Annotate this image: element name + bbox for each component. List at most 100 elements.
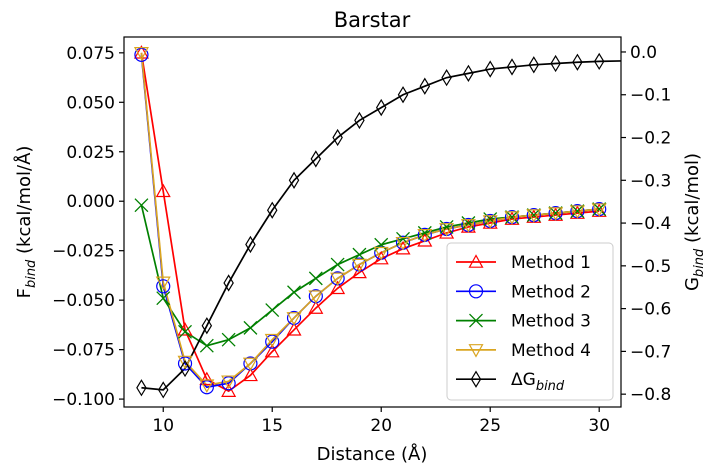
data-point-g-bind [354, 111, 365, 130]
data-point-method-4 [373, 246, 389, 261]
data-point-method-1 [351, 264, 367, 279]
data-point-g-bind [375, 98, 387, 117]
data-point-method-3 [243, 320, 258, 335]
legend-label-method-1: Method 1 [511, 253, 591, 273]
data-point-method-1 [199, 371, 215, 386]
y-left-tick-label: −0.100 [52, 390, 115, 410]
data-point-method-3 [483, 212, 498, 226]
data-point-method-4 [133, 47, 149, 61]
data-point-method-2 [265, 334, 280, 349]
series-line-method-4 [140, 52, 600, 387]
y-right-tick-label: −0.5 [630, 257, 671, 277]
x-tick-label: 15 [261, 416, 283, 436]
data-point-method-4 [286, 312, 302, 326]
data-point-method-2 [134, 47, 149, 62]
data-point-method-1 [330, 280, 346, 295]
y-right-tick-label: −0.3 [630, 171, 671, 191]
data-point-method-1 [286, 322, 302, 336]
y-right-tick-label: −0.4 [630, 214, 671, 234]
y-right-tick-label: −0.7 [630, 342, 671, 362]
y-left-tick-label: −0.075 [52, 341, 115, 361]
y-left-tick-label: −0.050 [52, 291, 115, 311]
data-point-g-bind [550, 54, 561, 73]
data-point-method-3 [570, 204, 585, 219]
legend-marker-method-2 [468, 284, 484, 299]
data-point-method-4 [177, 355, 193, 370]
data-point-method-4 [155, 276, 171, 291]
data-point-method-4 [330, 272, 346, 287]
y-left-tick-label: 0.050 [66, 93, 115, 113]
data-point-method-1 [264, 343, 280, 358]
data-point-method-3 [199, 338, 214, 353]
data-point-method-4 [264, 333, 280, 348]
data-point-method-3 [308, 271, 323, 286]
data-point-method-4 [417, 229, 433, 243]
x-axis-ticks: 10 15 20 25 30 [152, 407, 610, 436]
legend-label-method-3: Method 3 [511, 312, 591, 332]
legend-marker-g-bind [470, 370, 482, 388]
legend-label-g-bind: ΔGbind [511, 370, 565, 394]
data-point-method-2 [221, 376, 236, 391]
y-left-axis-ticks: 0.075 0.050 0.025 0.000 −0.025 −0.050 −0.075 −0… [52, 44, 124, 410]
data-point-method-4 [504, 211, 520, 225]
data-point-method-3 [265, 303, 280, 318]
data-point-method-4 [526, 209, 542, 223]
data-point-method-3 [461, 216, 476, 230]
legend-marker-method-1 [468, 254, 484, 268]
data-point-g-bind [201, 317, 213, 335]
data-point-method-3 [592, 202, 607, 217]
data-point-method-4 [395, 236, 411, 251]
data-point-g-bind [332, 128, 343, 147]
y-left-tick-label: 0.075 [66, 44, 115, 64]
series-lines [140, 52, 621, 393]
y-right-tick-label: −0.6 [630, 300, 671, 320]
plot-frame [123, 36, 622, 408]
data-point-g-bind [136, 379, 147, 397]
y-left-axis-label: Fbind (kcal/mol/Å) [13, 146, 39, 299]
x-tick-label: 30 [588, 416, 610, 436]
series-markers [133, 45, 607, 399]
x-axis-label: Distance (Å) [317, 443, 428, 465]
data-point-method-3 [134, 198, 149, 213]
data-point-method-3 [178, 324, 192, 339]
x-tick-label: 25 [479, 416, 501, 436]
data-point-method-3 [417, 225, 432, 240]
data-point-g-bind [419, 77, 431, 95]
data-point-method-3 [330, 257, 345, 272]
data-point-method-1 [242, 367, 258, 382]
legend-marker-method-4 [468, 344, 484, 358]
x-tick-label: 10 [152, 416, 174, 436]
data-point-method-1 [308, 300, 324, 314]
data-point-method-4 [460, 219, 476, 233]
data-point-g-bind [310, 150, 322, 168]
y-right-axis-ticks: 0.0 −0.1 −0.2 −0.3 −0.4 −0.5 −0.6 −0.7 −0.8 [621, 43, 671, 405]
legend-label-method-4: Method 4 [511, 341, 591, 361]
data-point-method-3 [396, 231, 410, 246]
data-point-g-bind [179, 359, 191, 378]
data-point-method-4 [569, 205, 585, 219]
data-point-g-bind [506, 58, 518, 76]
data-point-method-4 [221, 375, 237, 390]
data-point-method-3 [526, 208, 541, 223]
data-point-method-2 [199, 380, 214, 395]
legend-label-method-2: Method 2 [511, 282, 591, 302]
legend: Method 1 Method 2 Method 3 Method 4 ΔGbind [446, 242, 614, 401]
data-point-g-bind [441, 68, 452, 87]
y-left-tick-label: 0.025 [66, 143, 115, 163]
data-point-g-bind [528, 56, 540, 74]
data-point-method-3 [548, 206, 563, 221]
y-right-tick-label: −0.2 [630, 129, 671, 149]
chart-title: Barstar [334, 8, 411, 32]
data-point-method-4 [591, 203, 607, 217]
data-point-method-4 [548, 207, 564, 221]
legend-marker-method-3 [469, 313, 483, 328]
data-point-method-1 [155, 183, 171, 198]
data-point-g-bind [288, 171, 300, 189]
data-point-g-bind [593, 52, 605, 71]
data-point-method-3 [374, 237, 389, 252]
y-left-tick-label: −0.025 [52, 242, 115, 262]
data-point-method-4 [482, 215, 498, 229]
data-point-method-2 [156, 279, 171, 294]
data-point-method-3 [156, 291, 171, 306]
